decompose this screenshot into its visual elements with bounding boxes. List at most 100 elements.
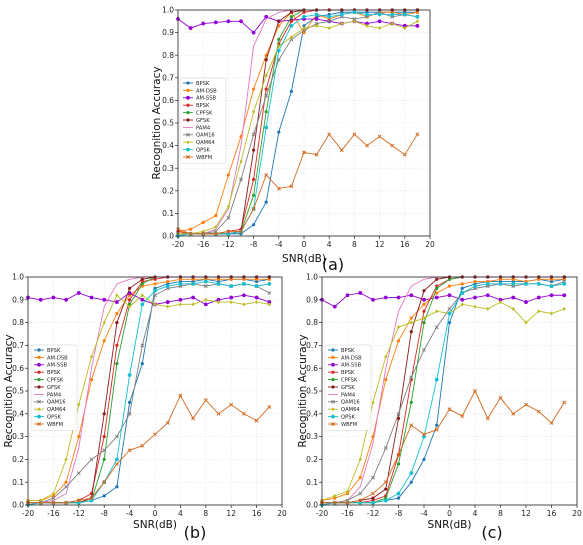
data-point [64,484,69,489]
legend-item: AM-SSB [183,96,216,102]
x-tick-label: -16 [197,240,209,249]
data-point [383,295,388,300]
legend-marker [331,362,335,367]
data-point [102,412,106,416]
data-point [140,343,145,348]
legend-label: GFSK [341,385,355,391]
data-point [127,448,132,453]
data-point [409,330,413,334]
series-line [178,11,418,235]
legend-item: QPSK [34,415,62,421]
x-tick-label: -20 [172,240,184,249]
data-point [415,19,419,24]
data-point [267,277,271,281]
legend-marker [37,385,41,389]
legend-label: BPSK [341,348,355,354]
legend-marker [331,378,335,382]
data-point [371,496,375,500]
data-point [128,286,132,290]
data-point [371,297,375,302]
legend-item: GFSK [34,385,61,391]
legend-label: QAM64 [196,140,215,146]
data-point [128,302,132,306]
data-point [216,411,221,416]
series-line [322,389,565,504]
data-point [447,407,452,412]
data-point [485,281,490,286]
data-point [264,93,269,98]
data-point [255,279,259,284]
legend-marker [186,132,190,137]
data-point [409,471,414,475]
data-point [289,23,294,28]
legend-marker [37,414,41,419]
data-point [498,300,503,305]
data-point [76,471,81,476]
x-tick-label: 20 [425,240,435,249]
data-point [498,281,503,286]
data-point [226,229,231,234]
data-point [166,279,170,284]
data-point [226,19,231,24]
data-point [473,279,477,284]
data-point [201,231,206,236]
data-point [64,297,68,302]
legend-label: GFSK [47,385,61,391]
data-point [226,215,231,220]
data-point [511,411,516,416]
y-tick-label: 0.8 [12,318,24,327]
data-point [178,302,182,307]
data-point [422,321,426,325]
data-point [254,284,259,289]
legend-marker [37,422,41,426]
data-point [229,300,233,305]
data-point [140,443,145,448]
data-point [89,354,94,359]
data-point [402,12,407,17]
data-point [536,281,541,286]
data-point [165,284,170,289]
legend-label: AM-SSB [196,96,216,102]
legend-item: WBFM [183,155,212,161]
x-tick-label: 4 [327,240,332,249]
data-point [89,457,94,462]
series-qpsk [320,281,567,507]
data-point [358,476,362,480]
data-point [276,48,281,53]
data-point [460,282,464,286]
data-point [115,343,119,347]
data-point [435,284,439,288]
data-point [166,304,170,309]
data-point [102,457,106,461]
legend-marker [186,147,190,152]
data-point [396,496,401,500]
data-point [38,500,43,505]
y-tick-label: 0.3 [162,164,174,173]
data-point [371,491,375,496]
data-point [89,295,94,300]
data-point [77,402,81,407]
legend-label: QPSK [47,415,62,421]
x-axis-label: SNR(dB) [133,519,177,531]
data-point [562,281,567,286]
data-point [252,223,256,227]
data-point [345,500,350,505]
x-tick-label: -8 [395,509,403,518]
data-point [524,281,528,286]
data-point [422,316,426,321]
data-point [549,284,554,289]
legend-marker [186,140,190,145]
data-point [327,132,332,137]
legend-marker [186,81,190,85]
legend-marker [186,155,190,159]
data-point [276,186,281,191]
legend-label: QAM16 [341,400,360,406]
data-point [114,434,119,439]
panel-label: (b) [184,523,207,542]
legend-marker [186,88,190,92]
data-point [229,277,233,281]
data-point [371,500,375,505]
legend-label: AM-DSB [341,355,362,361]
x-tick-label: 4 [473,509,478,518]
data-point [178,281,183,286]
